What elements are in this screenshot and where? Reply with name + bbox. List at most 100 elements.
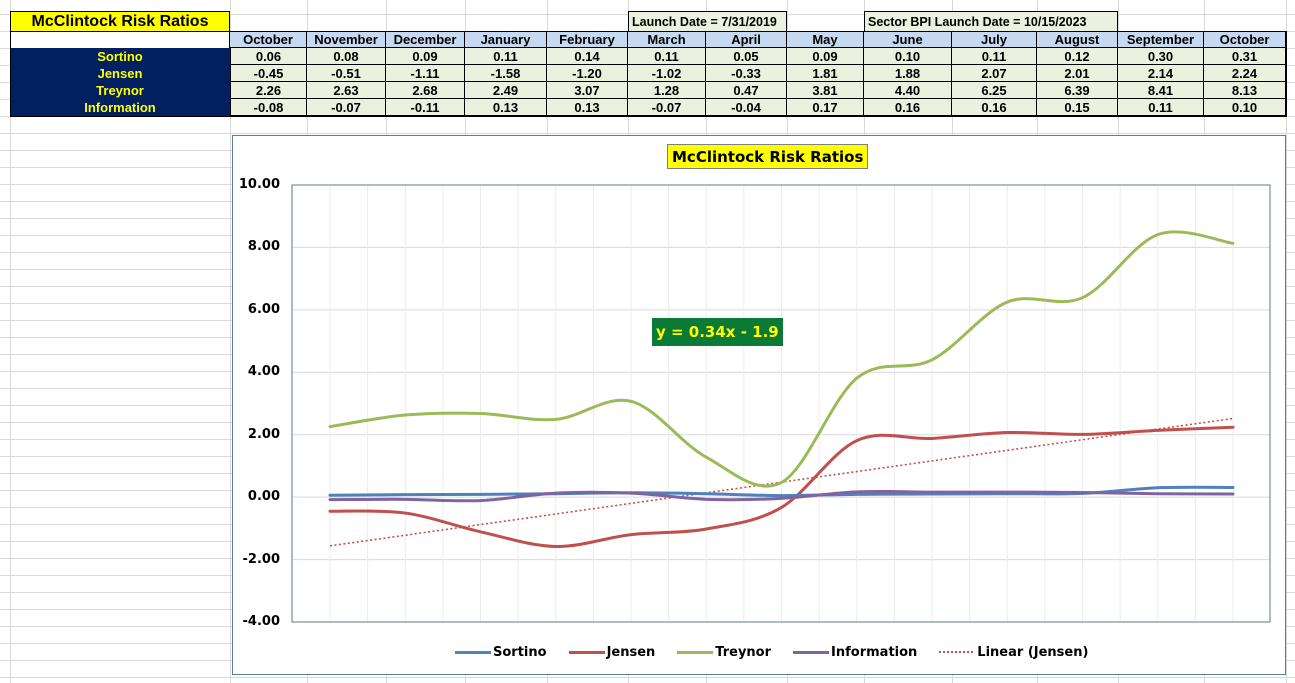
value-cell[interactable]: 0.13 [547,99,628,116]
month-header-cell[interactable]: February [547,31,628,48]
value-cell[interactable]: 0.10 [864,48,952,65]
legend-label: Treynor [715,644,772,660]
value-cell[interactable]: 0.06 [230,48,307,65]
value-cell[interactable]: 0.17 [787,99,864,116]
value-cell[interactable]: -0.08 [230,99,307,116]
value-cell[interactable]: 0.47 [706,82,787,99]
month-header-cell[interactable]: July [952,31,1037,48]
value-cell[interactable]: 0.15 [1037,99,1118,116]
value-cell[interactable]: 0.11 [465,48,547,65]
legend-line-icon [568,650,605,654]
legend-label: Information [831,644,918,660]
value-cell[interactable]: 0.08 [307,48,386,65]
legend-line-icon [677,650,714,654]
y-tick-label: 10.00 [238,177,280,192]
y-tick-label: 2.00 [247,426,280,442]
value-cell[interactable]: 2.01 [1037,65,1118,82]
y-tick-label: 8.00 [247,239,280,255]
month-header-cell[interactable]: November [307,31,386,48]
legend-item-sortino[interactable]: Sortino [455,645,547,660]
trendline-equation-label[interactable]: y = 0.34x - 1.9 [652,318,783,346]
month-header-cell[interactable]: September [1118,31,1204,48]
value-cell[interactable]: 0.14 [547,48,628,65]
value-cell[interactable]: 3.81 [787,82,864,99]
y-tick-label: 4.00 [247,364,280,380]
legend-item-treynor[interactable]: Treynor [677,645,771,660]
month-header-cell[interactable]: December [386,31,465,48]
month-header-cell[interactable]: March [628,31,706,48]
value-cell[interactable]: 2.24 [1204,65,1286,82]
y-tick-label: 6.00 [247,301,280,317]
chart-title[interactable]: McClintock Risk Ratios [667,144,869,169]
header-blank-cell[interactable] [10,31,230,48]
value-cell[interactable]: 0.30 [1118,48,1204,65]
month-header-cell[interactable]: June [864,31,952,48]
value-cell[interactable]: -0.04 [706,99,787,116]
month-header-cell[interactable]: May [787,31,864,48]
value-cell[interactable]: 0.13 [465,99,547,116]
y-tick-label: -4.00 [242,614,280,629]
value-cell[interactable]: -0.11 [386,99,465,116]
value-cell[interactable]: -0.51 [307,65,386,82]
value-cell[interactable]: 8.41 [1118,82,1204,99]
value-cell[interactable]: -0.33 [706,65,787,82]
value-cell[interactable]: 8.13 [1204,82,1286,99]
row-label-cell[interactable]: Information [10,99,230,116]
row-label-cell[interactable]: Treynor [10,82,230,99]
value-cell[interactable]: 0.11 [952,48,1037,65]
month-header-cell[interactable]: January [465,31,547,48]
month-header-cell[interactable]: April [706,31,787,48]
value-cell[interactable]: 0.12 [1037,48,1118,65]
row-label-cell[interactable]: Sortino [10,48,230,65]
value-cell[interactable]: 0.09 [386,48,465,65]
value-cell[interactable]: 2.49 [465,82,547,99]
value-cell[interactable]: 0.11 [1118,99,1204,116]
month-header-cell[interactable]: October [1204,31,1286,48]
value-cell[interactable]: 6.25 [952,82,1037,99]
y-tick-label: 0.00 [247,489,280,505]
sheet-title-cell[interactable]: McClintock Risk Ratios [10,11,230,32]
value-cell[interactable]: 2.63 [307,82,386,99]
value-cell[interactable]: -1.20 [547,65,628,82]
value-cell[interactable]: 1.28 [628,82,706,99]
legend-line-icon [793,650,830,654]
value-cell[interactable]: 4.40 [864,82,952,99]
y-tick-label: -2.00 [242,551,280,567]
sector-launch-date-cell[interactable]: Sector BPI Launch Date = 10/15/2023 [864,11,1118,32]
legend-item-jensen[interactable]: Jensen [568,644,656,660]
value-cell[interactable]: 2.07 [952,65,1037,82]
value-cell[interactable]: 0.11 [628,48,706,65]
legend-label: Linear (Jensen) [977,644,1089,660]
value-cell[interactable]: 1.81 [787,65,864,82]
value-cell[interactable]: -1.11 [386,65,465,82]
legend-line-icon [455,650,491,654]
value-cell[interactable]: 0.16 [952,99,1037,116]
value-cell[interactable]: -0.07 [628,99,706,116]
value-cell[interactable]: 1.88 [864,65,952,82]
legend-dotted-line-icon [939,651,974,653]
row-label-cell[interactable]: Jensen [10,65,230,82]
value-cell[interactable]: -0.45 [230,65,307,82]
value-cell[interactable]: 0.05 [706,48,787,65]
month-header-cell[interactable]: October [230,31,307,48]
legend-label: Sortino [493,644,547,660]
value-cell[interactable]: 2.26 [230,82,307,99]
month-header-cell[interactable]: August [1037,31,1118,48]
legend-item-linear-jensen[interactable]: Linear (Jensen) [939,645,1088,660]
value-cell[interactable]: 0.16 [864,99,952,116]
legend-item-information[interactable]: Information [793,645,917,660]
value-cell[interactable]: 3.07 [547,82,628,99]
value-cell[interactable]: 2.14 [1118,65,1204,82]
chart-container[interactable] [232,135,1286,675]
value-cell[interactable]: 0.10 [1204,99,1286,116]
value-cell[interactable]: 2.68 [386,82,465,99]
legend-label: Jensen [606,644,656,660]
launch-date-cell[interactable]: Launch Date = 7/31/2019 [628,11,787,32]
value-cell[interactable]: 6.39 [1037,82,1118,99]
value-cell[interactable]: 0.31 [1204,48,1286,65]
value-cell[interactable]: -1.58 [465,65,547,82]
value-cell[interactable]: 0.09 [787,48,864,65]
value-cell[interactable]: -1.02 [628,65,706,82]
chart-legend[interactable]: Sortino Jensen Treynor Information Linea… [455,643,1110,661]
value-cell[interactable]: -0.07 [307,99,386,116]
